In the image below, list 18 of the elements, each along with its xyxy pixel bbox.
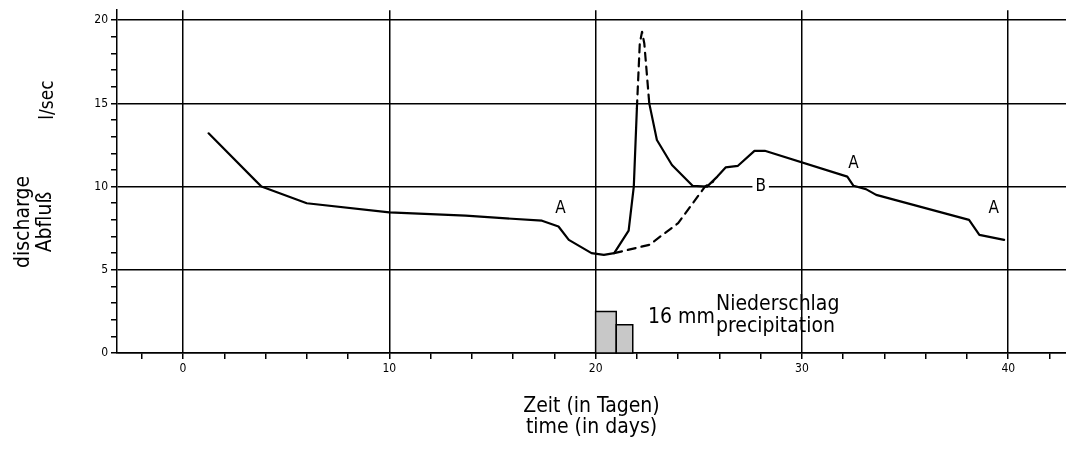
y-tick-label: 0 xyxy=(101,345,109,360)
annotation: A xyxy=(555,196,567,217)
x-tick-label: 0 xyxy=(179,361,187,376)
text: l/sec xyxy=(34,80,57,120)
x-axis-title: Zeit (in Tagen) time (in days) xyxy=(523,393,660,439)
annotation: 16 mm xyxy=(648,304,715,329)
x-tick-label: 20 xyxy=(588,361,603,376)
y-tick-label: 10 xyxy=(94,178,109,193)
y-tick-label: 15 xyxy=(94,95,108,110)
annotation: B xyxy=(755,175,766,196)
annotation: A xyxy=(848,151,860,172)
x-tick-label: 10 xyxy=(382,361,397,376)
y-tick-label: 20 xyxy=(94,12,109,27)
y-tick-label: 5 xyxy=(101,261,108,276)
x-tick-label: 30 xyxy=(795,361,809,376)
y-axis-title: discharge Abfluß xyxy=(10,175,57,269)
x-tick-label: 40 xyxy=(1001,361,1016,376)
annotation: A xyxy=(988,196,1000,217)
